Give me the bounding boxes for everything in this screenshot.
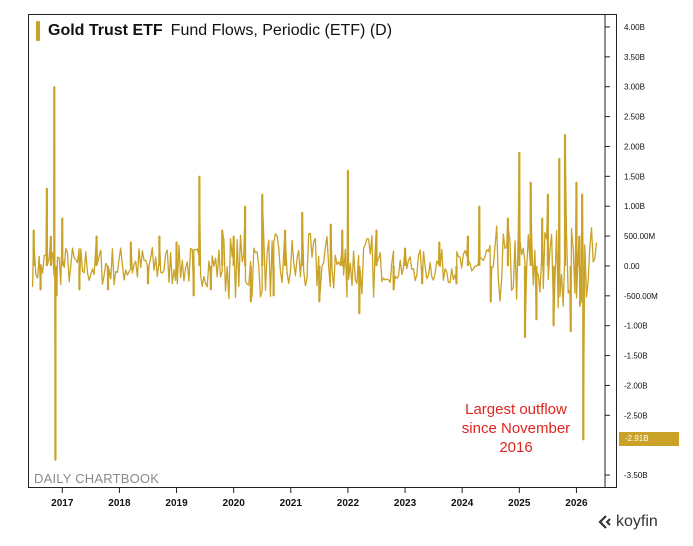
y-tick-label: 1.00B <box>624 202 645 211</box>
brand-name: koyfin <box>616 513 658 530</box>
flow-background-line <box>31 86 598 461</box>
x-tick-label: 2021 <box>280 498 303 509</box>
x-tick-label: 2025 <box>508 498 531 509</box>
y-tick-label: -3.50B <box>624 471 648 480</box>
chart-title: Gold Trust ETF Fund Flows, Periodic (ETF… <box>36 21 392 41</box>
chart-title-main: Gold Trust ETF <box>48 22 163 39</box>
x-tick-label: 2026 <box>565 498 588 509</box>
watermark: DAILY CHARTBOOK <box>34 471 160 486</box>
x-tick-label: 2020 <box>223 498 246 509</box>
y-tick-label: -2.50B <box>624 411 648 420</box>
koyfin-logo-icon <box>598 515 611 529</box>
y-tick-label: 500.00M <box>624 232 655 241</box>
y-tick-label: 3.50B <box>624 53 645 62</box>
y-tick-label: -1.00B <box>624 322 648 331</box>
y-tick-label: 0.00 <box>624 262 640 271</box>
series-color-swatch <box>36 21 40 41</box>
brand-logo: koyfin <box>598 513 658 531</box>
x-tick-label: 2018 <box>108 498 131 509</box>
y-tick-label: -2.00B <box>624 381 648 390</box>
y-tick-label: 2.50B <box>624 113 645 122</box>
y-tick-label: 2.00B <box>624 142 645 151</box>
x-tick-label: 2017 <box>51 498 74 509</box>
x-tick-label: 2022 <box>337 498 360 509</box>
x-tick-label: 2024 <box>451 498 474 509</box>
y-tick-label: 3.00B <box>624 83 645 92</box>
y-tick-label: -500.00M <box>624 292 658 301</box>
x-tick-label: 2019 <box>165 498 188 509</box>
current-value-badge: -2.91B <box>619 432 679 446</box>
y-tick-label: -1.50B <box>624 352 648 361</box>
y-tick-label: 1.50B <box>624 172 645 181</box>
chart-annotation: Largest outflow since November 2016 <box>461 401 571 456</box>
chart-title-sub: Fund Flows, Periodic (ETF) (D) <box>170 22 393 39</box>
x-tick-label: 2023 <box>394 498 417 509</box>
y-tick-label: 4.00B <box>624 23 645 32</box>
